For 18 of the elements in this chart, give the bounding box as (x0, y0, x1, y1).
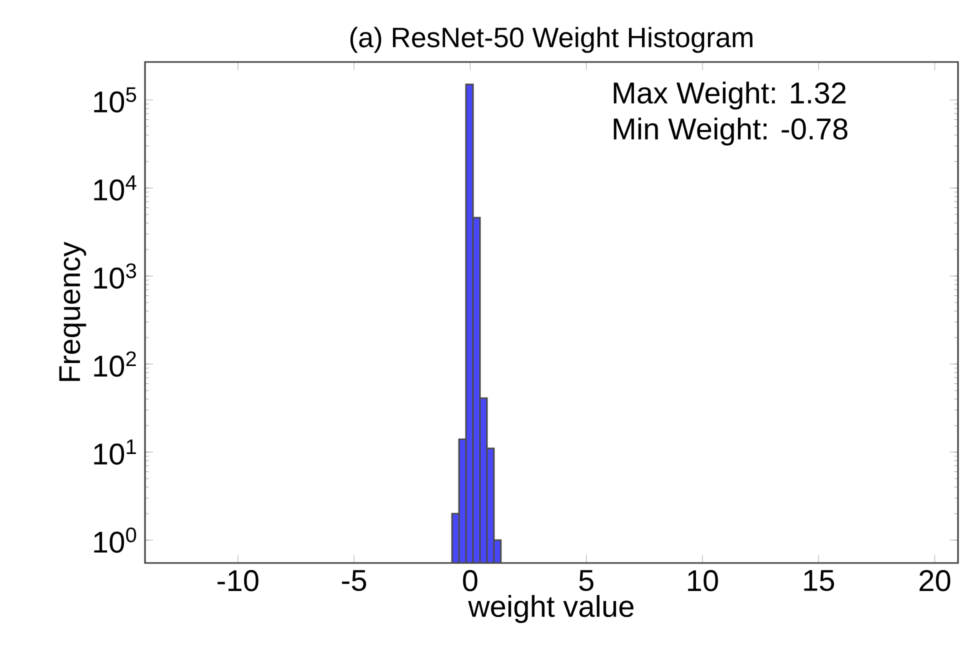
y-tick-label: 10$^{2}$ (94, 351, 136, 377)
y-tick-label: 10$^{0}$ (94, 527, 136, 553)
y-tick-label: 10$^{3}$ (94, 263, 136, 289)
x-tick-label: -10 (218, 570, 258, 592)
y-axis-title: Frequency (59, 242, 86, 381)
y-tick-label: 10$^{4}$ (94, 175, 136, 201)
annotation: Min Weight: -0.78 (614, 118, 848, 146)
x-tick-label: 5 (579, 570, 594, 591)
x-axis-title: weight value (468, 595, 634, 623)
x-tick-label: 0 (463, 570, 478, 592)
x-tick-label: -5 (342, 570, 366, 591)
chart-title: (a) ResNet-50 Weight Histogram (350, 26, 752, 53)
x-tick-label: 20 (920, 570, 950, 592)
x-tick-label: 15 (804, 570, 834, 591)
x-tick-label: 10 (688, 570, 718, 592)
y-tick-label: 10$^{5}$ (94, 87, 136, 113)
y-tick-label: 10$^{1}$ (94, 440, 136, 465)
annotation: Max Weight: 1.32 (614, 82, 846, 110)
